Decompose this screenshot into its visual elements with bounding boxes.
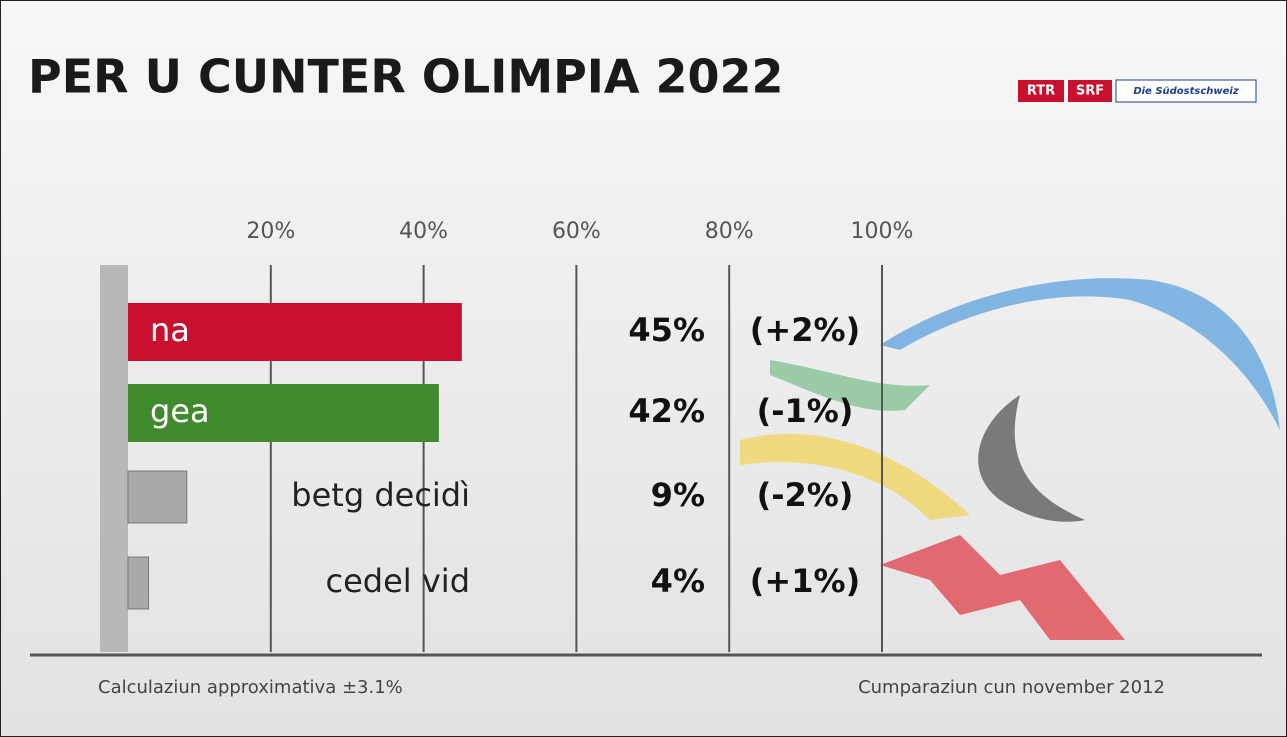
value-label: 45% (628, 311, 705, 349)
logo-box (1115, 79, 1257, 103)
footnote: Calculaziun approximativa ±3.1% (98, 677, 403, 698)
logo: Die Südostschweiz (1133, 86, 1239, 97)
category-label: gea (150, 392, 210, 430)
bar (128, 384, 439, 442)
x-tick-label: 20% (246, 219, 295, 244)
value-label: 42% (628, 392, 705, 430)
footnote: Cumparaziun cun november 2012 (858, 677, 1165, 698)
axis-post (100, 265, 128, 652)
value-label: 9% (651, 476, 705, 514)
bar (127, 470, 188, 524)
logo-box (1018, 80, 1064, 102)
logo-box (1068, 80, 1112, 102)
x-tick-label: 60% (552, 219, 601, 244)
change-label: (+1%) (750, 562, 860, 600)
category-label: betg decidì (291, 476, 470, 514)
bar (127, 556, 150, 610)
chart-title: PER U CUNTER OLIMPIA 2022 (28, 50, 784, 104)
decoration (740, 278, 1280, 640)
change-label: (+2%) (750, 311, 860, 349)
logos: RTR SRF Die Südostschweiz (1018, 79, 1257, 103)
x-tick-label: 100% (851, 219, 914, 244)
x-tick-label: 40% (399, 219, 448, 244)
change-label: (-1%) (757, 392, 854, 430)
logo: SRF (1076, 84, 1104, 99)
category-label: na (150, 311, 190, 349)
bar (128, 303, 462, 361)
x-tick-label: 80% (705, 219, 754, 244)
change-label: (-2%) (757, 476, 854, 514)
logo: RTR (1027, 84, 1055, 99)
category-label: cedel vid (326, 562, 470, 600)
value-label: 4% (651, 562, 705, 600)
